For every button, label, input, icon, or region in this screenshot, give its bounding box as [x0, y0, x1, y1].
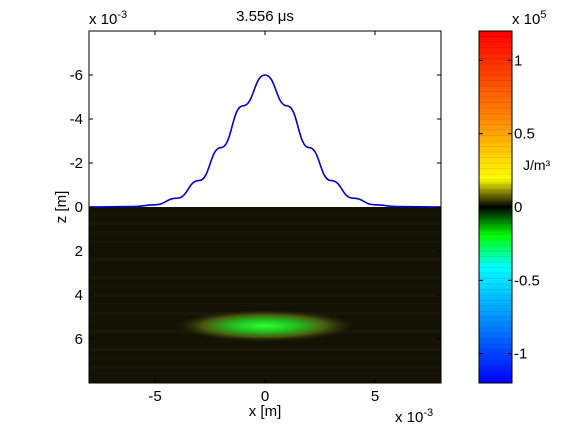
x-multiplier-base: x 10: [395, 409, 423, 426]
y-tick-label: 4: [75, 287, 83, 304]
field-region: [89, 207, 441, 383]
colorbar-bands: [479, 30, 512, 378]
x-axis-label: x [m]: [249, 403, 282, 420]
y-multiplier-base: x 10: [89, 11, 117, 28]
field-stripe: [89, 285, 441, 288]
x-multiplier: x 10-3: [395, 407, 433, 426]
field-stripe: [89, 231, 441, 234]
y-multiplier-exponent: -3: [117, 9, 127, 21]
energy-band: [177, 310, 353, 342]
colorbar-multiplier: x 105: [512, 9, 546, 28]
field-stripe: [89, 249, 441, 252]
field-stripe: [89, 258, 441, 261]
y-multiplier: x 10-3: [89, 9, 127, 28]
colorbar-multiplier-exponent: 5: [540, 9, 546, 21]
y-tick-label: -2: [70, 155, 83, 172]
y-axis-ticks: -6 -4 -2 0 2 4 6: [70, 67, 441, 348]
colorbar-label: J/m³: [523, 157, 551, 173]
y-tick-label: 6: [75, 331, 83, 348]
field-layer: [89, 74, 441, 383]
colorbar-tick-label: -1: [514, 346, 527, 363]
y-tick-label: 2: [75, 243, 83, 260]
field-stripe: [89, 222, 441, 225]
x-tick-label: 5: [371, 388, 379, 405]
x-tick-label: 0: [261, 388, 269, 405]
colorbar-gradient: [479, 31, 512, 383]
field-stripe: [89, 357, 441, 360]
colorbar: -1 -0.5 0 0.5 1 x 105 J/m³: [478, 9, 551, 384]
x-multiplier-exponent: -3: [423, 407, 433, 419]
field-stripe: [89, 240, 441, 243]
colorbar-tick-label: 1: [514, 52, 522, 69]
field-stripe: [89, 366, 441, 369]
colorbar-tick-label: 0: [514, 199, 522, 216]
y-tick-label: -6: [70, 67, 83, 84]
colorbar-tick-label: 0.5: [514, 126, 535, 143]
surface-profile-line: [89, 74, 441, 208]
field-stripe: [89, 267, 441, 270]
y-tick-label: -4: [70, 111, 83, 128]
field-stripe: [89, 303, 441, 306]
chart-title: 3.556 μs: [236, 8, 294, 25]
field-stripe: [89, 213, 441, 216]
field-stripe: [89, 348, 441, 351]
field-stripe: [89, 276, 441, 279]
x-tick-label: -5: [148, 388, 161, 405]
y-axis-label: z [m]: [53, 191, 70, 224]
x-axis-ticks: -5 0 5: [148, 31, 379, 405]
colorbar-ticks: -1 -0.5 0 0.5 1: [479, 52, 540, 363]
field-stripe: [89, 294, 441, 297]
colorbar-multiplier-base: x 10: [512, 11, 540, 28]
y-tick-label: 0: [75, 199, 83, 216]
colorbar-tick-label: -0.5: [514, 272, 540, 289]
plot-area: -5 0 5 -6 -4 -2 0 2 4 6: [70, 30, 442, 405]
